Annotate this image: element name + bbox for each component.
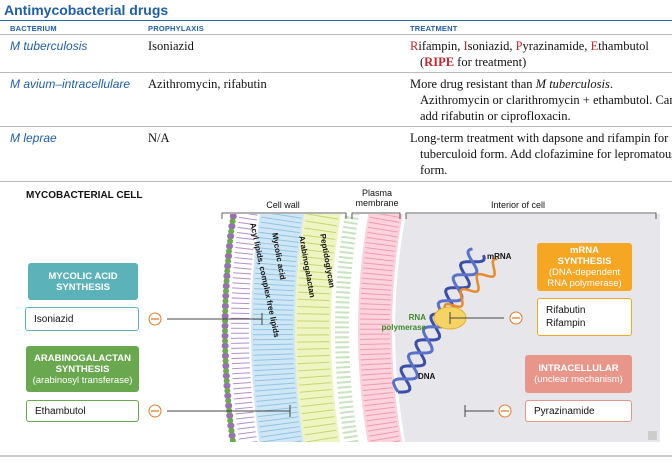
t: I bbox=[463, 39, 468, 53]
bacterium: M leprae bbox=[10, 131, 57, 145]
rule bbox=[0, 72, 672, 73]
drug-box: Rifabutin Rifampin bbox=[537, 298, 632, 336]
t: P bbox=[515, 39, 523, 53]
treatment: More drug resistant than M tuberculosis.… bbox=[410, 76, 672, 124]
col-header: PROPHYLAXIS bbox=[148, 24, 204, 33]
icon bbox=[648, 431, 657, 440]
treatment: Rifampin, Isoniazid, Pyrazinamide, Etham… bbox=[410, 38, 672, 70]
target-box: MYCOLIC ACID SYNTHESIS bbox=[28, 263, 138, 300]
target-subtitle: (unclear mechanism) bbox=[534, 374, 623, 385]
prophylaxis: Azithromycin, rifabutin bbox=[148, 77, 267, 91]
bacterium: M tuberculosis bbox=[10, 39, 88, 53]
target-subtitle: (arabinosyl transferase) bbox=[32, 374, 133, 386]
region-label: Plasma membrane bbox=[355, 188, 399, 208]
col-header: BACTERIUM bbox=[10, 24, 57, 33]
title: Antimycobacterial drugs bbox=[4, 2, 169, 18]
t: R bbox=[410, 39, 419, 53]
t: ifampin, bbox=[418, 39, 464, 53]
region-label: Interior of cell bbox=[490, 200, 546, 210]
drug-box: Isoniazid bbox=[25, 307, 139, 331]
treatment: Long-term treatment with dapsone and rif… bbox=[410, 130, 672, 178]
drug: Rifabutin bbox=[546, 305, 586, 316]
molecule-label: DNA bbox=[418, 372, 436, 381]
target-box: mRNA SYNTHESIS (DNA-dependent RNA polymer… bbox=[537, 243, 632, 291]
drug: Pyrazinamide bbox=[534, 405, 595, 417]
bacterium: M avium–intracellulare bbox=[10, 77, 131, 91]
t: . Azithromycin or clarithromycin + etham… bbox=[420, 77, 672, 123]
strand bbox=[443, 257, 498, 323]
t: yrazinamide, bbox=[522, 39, 591, 53]
prophylaxis: N/A bbox=[148, 131, 170, 145]
drug-box: Pyrazinamide bbox=[525, 400, 632, 422]
prophylaxis: Isoniazid bbox=[148, 39, 194, 53]
inhibitor-icons bbox=[148, 311, 523, 418]
inhibition-lines bbox=[167, 312, 504, 417]
drug-box: Ethambutol bbox=[26, 400, 139, 422]
target-box: ARABINOGALACTAN SYNTHESIS (arabinosyl tra… bbox=[26, 346, 139, 392]
target-title: MYCOLIC ACID SYNTHESIS bbox=[48, 270, 118, 293]
t: for treatment) bbox=[454, 55, 527, 69]
target-box: INTRACELLULAR (unclear mechanism) bbox=[525, 355, 632, 393]
target-title: ARABINOGALACTAN SYNTHESIS bbox=[34, 352, 131, 375]
t: M tuberculosis bbox=[535, 77, 610, 91]
target-subtitle: (DNA-dependent RNA polymerase) bbox=[547, 267, 622, 289]
region-label: Cell wall bbox=[266, 200, 300, 210]
molecule-label: RNA polymerase bbox=[381, 313, 426, 332]
rule bbox=[0, 34, 672, 35]
target-title: INTRACELLULAR bbox=[538, 363, 619, 374]
t: E bbox=[590, 39, 599, 53]
drug: Rifampin bbox=[546, 318, 586, 329]
rule bbox=[0, 20, 672, 21]
t: Long-term treatment with dapsone and rif… bbox=[410, 131, 672, 177]
drug: Ethambutol bbox=[35, 405, 86, 417]
col-header: TREATMENT bbox=[410, 24, 458, 33]
t: More drug resistant than bbox=[410, 77, 536, 91]
drug: Isoniazid bbox=[34, 313, 74, 325]
brackets bbox=[221, 212, 657, 219]
cell bbox=[221, 214, 660, 442]
molecule-label: mRNA bbox=[487, 252, 512, 261]
t: thambutol ( bbox=[420, 39, 649, 69]
diagram-title: MYCOBACTERIAL CELL bbox=[26, 190, 143, 201]
target-title: mRNA SYNTHESIS bbox=[557, 245, 612, 267]
rule bbox=[0, 126, 672, 127]
t: RIPE bbox=[424, 55, 455, 69]
t: soniazid, bbox=[467, 39, 516, 53]
rule bbox=[0, 181, 672, 182]
